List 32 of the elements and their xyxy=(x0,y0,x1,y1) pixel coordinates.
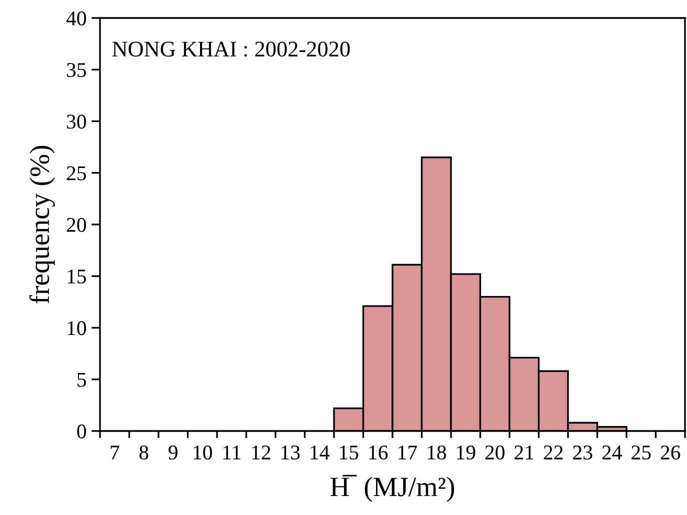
x-tick-label: 11 xyxy=(223,446,240,460)
annotation: NONG KHAI : 2002-2020 xyxy=(112,42,350,57)
y-tick-label: 15 xyxy=(68,270,86,284)
y-axis-title: frequency (%) xyxy=(29,146,55,304)
x-tick-label: 23 xyxy=(573,446,592,460)
x-tick-label: 18 xyxy=(428,445,446,460)
x-tick-label: 19 xyxy=(457,446,476,460)
x-tick-label: 7 xyxy=(110,446,120,460)
y-tick-label: 20 xyxy=(66,218,86,232)
y-tick-label: 0 xyxy=(77,424,86,438)
y-tick-label: 25 xyxy=(66,166,86,180)
x-tick-label: 8 xyxy=(139,445,148,460)
x-tick-label: 17 xyxy=(398,446,417,460)
x-tick-label: 22 xyxy=(544,446,563,460)
x-tick-label: 14 xyxy=(310,446,330,460)
y-tick-label: 10 xyxy=(68,321,86,336)
x-tick-label: 21 xyxy=(514,446,534,460)
x-tick-label: 16 xyxy=(369,446,388,460)
x-tick-label: 13 xyxy=(282,446,300,460)
x-tick-label: 26 xyxy=(660,446,680,460)
x-tick-label: 24 xyxy=(602,446,622,460)
x-tick-label: 15 xyxy=(340,446,358,460)
x-tick-label: 20 xyxy=(485,445,504,460)
y-tick-label: 35 xyxy=(66,63,86,78)
x-axis-title: H̅ (MJ/m²) xyxy=(330,474,454,502)
y-tick-label: 40 xyxy=(66,11,86,26)
y-tick-label: 5 xyxy=(78,372,86,387)
x-tick-label: 12 xyxy=(252,446,270,460)
x-tick-label: 25 xyxy=(632,446,651,460)
y-tick-label: 30 xyxy=(66,114,86,129)
x-tick-label: 10 xyxy=(194,445,212,460)
x-tick-label: 9 xyxy=(168,446,178,460)
